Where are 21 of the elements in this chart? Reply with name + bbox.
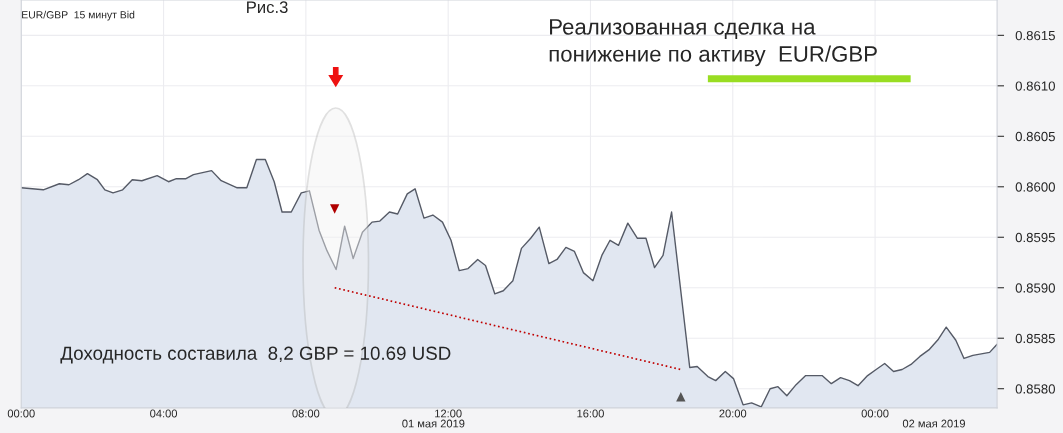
y-tick-label: 0.8580 xyxy=(1015,384,1055,394)
x-tick-label: 12:00 xyxy=(435,409,462,418)
x-tick-label: 00:00 xyxy=(7,409,35,418)
x-tick-label: 08:00 xyxy=(292,409,320,418)
y-tick-label: 0.8610 xyxy=(1015,81,1055,91)
text: 01 мая 2019 xyxy=(402,419,465,428)
y-tick-label: 0.8600 xyxy=(1015,182,1055,192)
y-tick-label: 0.8595 xyxy=(1015,232,1055,243)
annotation: Доходность составила 8,2 GBP = 10.69 USD xyxy=(60,346,451,364)
x-tick-label: 00:00 xyxy=(861,409,889,418)
text: 02 мая 2019 xyxy=(902,419,965,428)
y-tick-label: 0.8590 xyxy=(1015,283,1055,293)
x-tick-label: 20:00 xyxy=(719,409,747,418)
y-tick-label: 0.8615 xyxy=(1015,30,1055,41)
x-tick-label: 04:00 xyxy=(150,409,178,418)
x-tick-label: 16:00 xyxy=(577,409,604,418)
annotation: Реализованная сделка на понижение по активу EUR/GBP xyxy=(549,19,877,67)
annotation: Рис.3 xyxy=(247,1,288,14)
text: EUR/GBP 15 минут Bid xyxy=(22,10,135,21)
y-tick-label: 0.8605 xyxy=(1015,131,1055,142)
y-tick-label: 0.8585 xyxy=(1015,333,1055,344)
